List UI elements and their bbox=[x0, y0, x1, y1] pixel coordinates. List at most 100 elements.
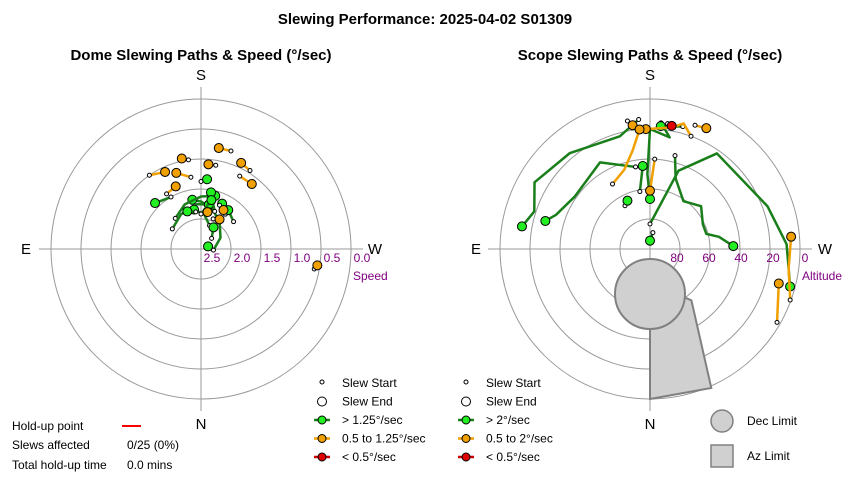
dome-slew-end bbox=[246, 178, 257, 189]
dome-slew-end bbox=[202, 207, 213, 218]
scope-legend-end-icon bbox=[461, 396, 471, 407]
scope-compass-s: S bbox=[645, 67, 655, 84]
dome-legend-start-icon bbox=[319, 379, 325, 385]
scope-legend: Slew Start Slew End > 2°/sec 0.5 to 2°/sec <… bbox=[458, 376, 553, 464]
dome-radial-tick: 2.0 bbox=[234, 251, 251, 265]
dome-radial-tick: 0.5 bbox=[324, 251, 341, 265]
dome-slew-end bbox=[214, 214, 225, 225]
dome-slew-start bbox=[193, 209, 199, 215]
dome-legend-label: < 0.5°/sec bbox=[342, 450, 396, 464]
total-holdup-value: 0.0 mins bbox=[127, 458, 172, 472]
dome-slew-end bbox=[208, 222, 219, 233]
affected-value: 0/25 (0%) bbox=[127, 438, 179, 452]
scope-chart-title: Scope Slewing Paths & Speed (°/sec) bbox=[518, 47, 782, 64]
scope-slew-path bbox=[787, 236, 793, 301]
scope-radial-tick: 80 bbox=[670, 251, 684, 265]
dome-legend-label: Slew End bbox=[342, 395, 393, 409]
dec-limit-legend-icon bbox=[710, 409, 734, 433]
scope-slew-end bbox=[666, 120, 677, 131]
dome-chart: Dome Slewing Paths & Speed (°/sec) S N E… bbox=[21, 47, 426, 464]
scope-radial-tick: 60 bbox=[702, 251, 716, 265]
scope-slew-end bbox=[728, 241, 739, 252]
holdup-stats: Hold-up point Slews affected 0/25 (0%) T… bbox=[12, 419, 179, 472]
dome-legend-dot-fast bbox=[317, 415, 327, 425]
dome-slew-start bbox=[198, 211, 204, 217]
scope-slew-end bbox=[634, 124, 645, 135]
scope-legend-label: Slew Start bbox=[486, 376, 541, 390]
dome-slew-start bbox=[188, 174, 194, 180]
scope-radial-axis-label: Altitude bbox=[802, 269, 842, 283]
dome-slew-end bbox=[150, 198, 161, 209]
scope-radial-tick: 40 bbox=[734, 251, 748, 265]
scope-slew-path bbox=[673, 155, 734, 248]
dome-slew-end bbox=[171, 167, 182, 178]
dome-slew-start bbox=[237, 173, 243, 179]
scope-slew-end bbox=[645, 185, 655, 196]
scope-paths bbox=[516, 116, 797, 325]
scope-slew-end bbox=[645, 235, 655, 246]
dome-radial-axis-label: Speed bbox=[353, 269, 388, 283]
dome-radial-tick: 2.5 bbox=[204, 251, 221, 265]
dome-legend-label: > 1.25°/sec bbox=[342, 413, 403, 427]
scope-radial-tick: 0 bbox=[802, 251, 809, 265]
scope-slew-start bbox=[636, 116, 642, 122]
scope-slew-end bbox=[516, 221, 527, 232]
total-holdup-label: Total hold-up time bbox=[12, 458, 107, 472]
scope-slew-end bbox=[786, 231, 797, 242]
scope-slew-end bbox=[540, 215, 551, 226]
scope-chart: Scope Slewing Paths & Speed (°/sec) S N … bbox=[458, 47, 842, 468]
scope-slew-start bbox=[624, 118, 630, 124]
scope-legend-label: 0.5 to 2°/sec bbox=[486, 432, 553, 446]
dome-slew-end bbox=[218, 205, 229, 216]
dome-slew-start bbox=[209, 235, 215, 241]
dome-slew-end bbox=[176, 153, 187, 164]
scope-slew-path bbox=[645, 122, 693, 137]
dome-slew-start bbox=[169, 226, 175, 232]
dome-slew-start bbox=[164, 191, 170, 197]
limit-legend-label: Az Limit bbox=[747, 449, 790, 463]
scope-legend-dot-fast bbox=[461, 415, 471, 425]
dome-legend-label: 0.5 to 1.25°/sec bbox=[342, 432, 426, 446]
scope-compass-w: W bbox=[818, 241, 833, 258]
scope-slew-start bbox=[633, 164, 639, 170]
scope-slew-path bbox=[544, 161, 636, 223]
dome-slew-end bbox=[202, 174, 213, 185]
dome-slew-end bbox=[312, 260, 323, 271]
dome-slew-start bbox=[146, 172, 152, 178]
dome-legend-dot-mid bbox=[317, 434, 327, 443]
dome-slew-end bbox=[182, 206, 193, 217]
scope-slew-start bbox=[688, 133, 694, 139]
dome-slew-start bbox=[168, 194, 174, 200]
scope-compass-n: N bbox=[645, 416, 656, 433]
scope-slew-start bbox=[647, 221, 653, 227]
dome-slew-path bbox=[192, 198, 222, 251]
dome-radial-tick: 1.0 bbox=[294, 251, 311, 265]
figure-title: Slewing Performance: 2025-04-02 S01309 bbox=[278, 11, 572, 28]
dome-slew-start bbox=[213, 162, 219, 168]
scope-slew-start bbox=[774, 319, 780, 325]
scope-compass-e: E bbox=[471, 241, 481, 258]
scope-limits bbox=[614, 258, 713, 401]
dome-legend-end-icon bbox=[317, 396, 327, 407]
scope-slew-start bbox=[692, 122, 698, 128]
scope-slew-start bbox=[610, 181, 615, 187]
dome-slew-end bbox=[170, 181, 181, 192]
scope-slew-path bbox=[611, 129, 641, 185]
scope-legend-dot-slow bbox=[461, 452, 471, 462]
dome-slew-start bbox=[247, 168, 253, 174]
limit-legend-label: Dec Limit bbox=[747, 414, 798, 428]
dome-radial-ticks: 2.5 2.0 1.5 1.0 0.5 0.0 bbox=[204, 251, 371, 265]
dome-legend-label: Slew Start bbox=[342, 376, 397, 390]
scope-slew-end bbox=[701, 123, 712, 134]
scope-slew-end bbox=[637, 160, 648, 171]
dome-compass-e: E bbox=[21, 241, 31, 258]
dome-slew-start bbox=[228, 148, 234, 154]
dome-radial-tick: 1.5 bbox=[264, 251, 281, 265]
scope-slew-path bbox=[521, 118, 640, 228]
dome-grid bbox=[39, 87, 363, 411]
scope-slew-start bbox=[672, 153, 678, 159]
dome-chart-title: Dome Slewing Paths & Speed (°/sec) bbox=[70, 47, 331, 64]
scope-legend-label: Slew End bbox=[486, 395, 537, 409]
dome-slew-end bbox=[160, 166, 171, 177]
